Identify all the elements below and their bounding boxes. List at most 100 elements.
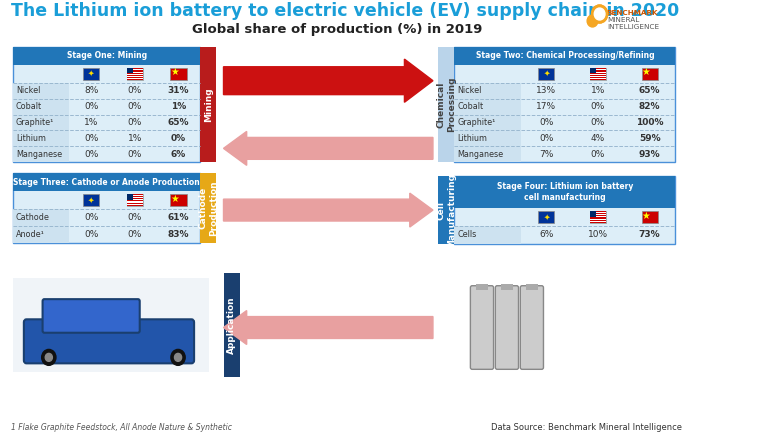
Text: 0%: 0%	[84, 102, 98, 111]
FancyBboxPatch shape	[520, 286, 544, 369]
FancyBboxPatch shape	[495, 286, 518, 369]
Text: 31%: 31%	[167, 86, 189, 95]
Bar	[13, 47, 200, 162]
Bar	[127, 194, 143, 195]
Bar	[13, 173, 200, 243]
Bar	[83, 68, 99, 80]
Bar	[127, 78, 143, 79]
Bar	[127, 202, 143, 203]
Bar	[13, 278, 209, 372]
Bar	[455, 176, 675, 208]
Bar	[590, 75, 606, 76]
Bar	[127, 204, 143, 205]
Text: 13%: 13%	[536, 86, 557, 95]
Text: Cells: Cells	[457, 230, 476, 239]
Circle shape	[594, 8, 605, 20]
Text: 0%: 0%	[127, 118, 142, 127]
Text: Stage One: Mining: Stage One: Mining	[67, 51, 147, 60]
Bar	[127, 199, 143, 200]
Bar	[127, 79, 143, 80]
Text: 0%: 0%	[84, 230, 98, 239]
Bar	[641, 68, 657, 80]
Bar	[127, 197, 143, 198]
Bar	[127, 70, 143, 71]
Text: 59%: 59%	[639, 134, 660, 143]
Text: ✦: ✦	[88, 195, 94, 204]
Bar	[641, 211, 657, 223]
Bar	[127, 73, 143, 74]
Text: 6%: 6%	[539, 230, 554, 239]
Bar	[538, 68, 554, 80]
Text: ✦: ✦	[88, 69, 94, 78]
Bar	[455, 83, 521, 99]
Text: 0%: 0%	[171, 134, 186, 143]
Text: 0%: 0%	[127, 150, 142, 159]
Bar	[170, 68, 187, 80]
Text: 0%: 0%	[127, 102, 142, 111]
Bar	[127, 68, 143, 80]
Text: 6%: 6%	[170, 150, 186, 159]
Bar	[590, 213, 606, 214]
Circle shape	[588, 15, 598, 27]
Bar	[455, 176, 675, 244]
Text: 65%: 65%	[639, 86, 660, 95]
Text: ★: ★	[170, 194, 179, 204]
Text: Nickel: Nickel	[16, 86, 40, 95]
Text: 1%: 1%	[591, 86, 605, 95]
Bar	[127, 194, 133, 200]
Bar	[127, 77, 143, 78]
Bar	[455, 47, 675, 162]
Text: 100%: 100%	[636, 118, 664, 127]
Bar	[590, 219, 606, 220]
Bar	[200, 173, 217, 243]
FancyBboxPatch shape	[42, 299, 140, 333]
Text: Data Source: Benchmark Mineral Intelligence: Data Source: Benchmark Mineral Intellige…	[491, 423, 682, 432]
Circle shape	[45, 354, 52, 361]
FancyBboxPatch shape	[24, 319, 194, 363]
Bar	[590, 77, 606, 78]
Bar	[127, 69, 143, 70]
Text: Cell
Manufacturing: Cell Manufacturing	[437, 173, 456, 248]
Bar	[127, 71, 143, 73]
Bar	[590, 73, 606, 74]
Text: Stage Three: Cathode or Anode Production: Stage Three: Cathode or Anode Production	[13, 178, 200, 187]
Bar	[590, 211, 596, 217]
Text: Graphite¹: Graphite¹	[457, 118, 495, 127]
Bar	[127, 195, 143, 196]
Text: Cathode
Production: Cathode Production	[199, 180, 218, 236]
Bar	[170, 194, 187, 206]
Text: Stage Four: Lithium ion battery
cell manufacturing: Stage Four: Lithium ion battery cell man…	[497, 183, 633, 202]
Bar	[590, 214, 606, 215]
Bar	[590, 68, 596, 73]
Text: 0%: 0%	[591, 102, 605, 111]
Bar	[590, 79, 606, 80]
Text: Chemical
Processing: Chemical Processing	[437, 77, 456, 132]
Text: 17%: 17%	[536, 102, 557, 111]
Text: Manganese: Manganese	[457, 150, 503, 159]
Bar	[590, 217, 606, 218]
Bar	[127, 201, 143, 202]
Text: Lithium: Lithium	[457, 134, 487, 143]
Text: Cobalt: Cobalt	[457, 102, 483, 111]
Bar	[127, 74, 143, 75]
FancyArrow shape	[223, 132, 433, 165]
Text: Global share of production (%) in 2019: Global share of production (%) in 2019	[192, 24, 482, 36]
Text: 83%: 83%	[167, 230, 189, 239]
Text: MINERAL: MINERAL	[607, 17, 639, 23]
Bar	[590, 215, 606, 216]
Text: 0%: 0%	[84, 134, 98, 143]
Bar	[127, 203, 143, 204]
Text: Manganese: Manganese	[16, 150, 62, 159]
Text: 82%: 82%	[639, 102, 660, 111]
Text: 73%: 73%	[639, 230, 660, 239]
Bar	[13, 131, 69, 146]
Bar	[127, 75, 143, 76]
Text: The Lithium ion battery to electric vehicle (EV) supply chain in 2020: The Lithium ion battery to electric vehi…	[12, 2, 680, 20]
Bar	[590, 76, 606, 77]
Text: 1%: 1%	[84, 118, 98, 127]
Text: 8%: 8%	[84, 86, 98, 95]
Text: 10%: 10%	[588, 230, 608, 239]
Bar	[127, 68, 133, 73]
Bar	[13, 173, 200, 191]
Text: 7%: 7%	[539, 150, 554, 159]
